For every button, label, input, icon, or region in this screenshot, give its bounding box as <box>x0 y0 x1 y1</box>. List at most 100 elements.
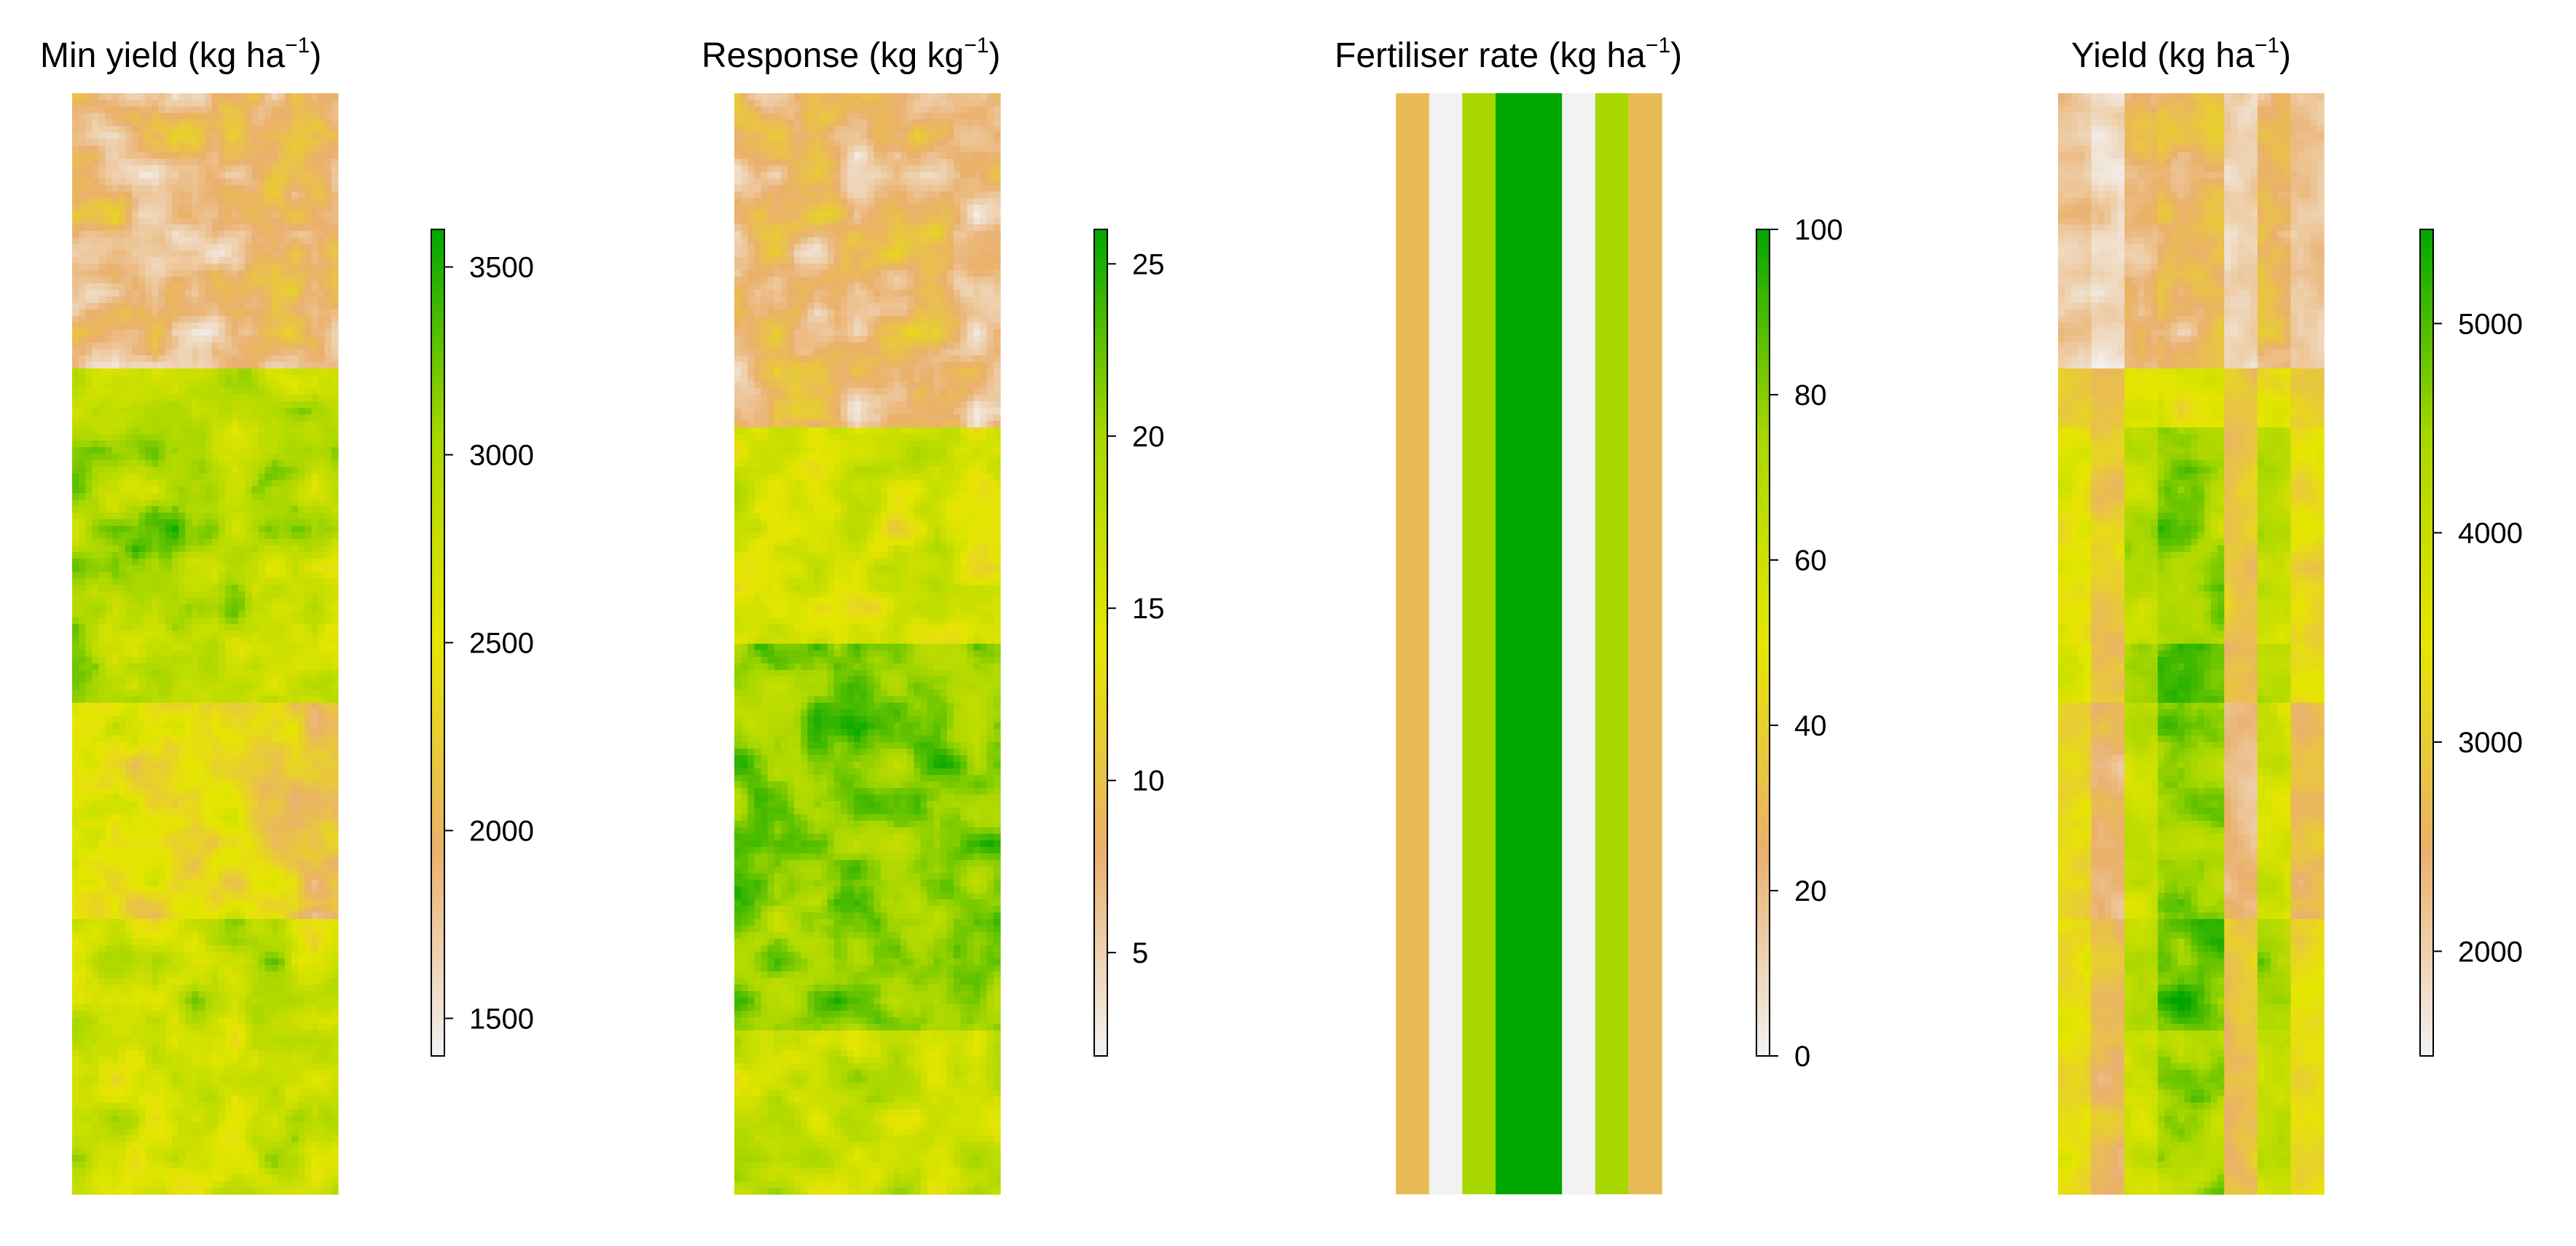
raster-cell <box>185 867 192 874</box>
raster-cell <box>85 113 93 120</box>
raster-cell <box>132 185 139 192</box>
raster-cell <box>331 185 339 192</box>
raster-cell <box>225 126 232 133</box>
raster-cell <box>325 880 332 887</box>
raster-cell <box>318 349 326 356</box>
raster-cell <box>285 906 292 913</box>
raster-cell <box>298 93 305 100</box>
raster-cell <box>298 257 305 264</box>
raster-cell <box>138 133 146 140</box>
raster-cell <box>325 480 332 487</box>
raster-cell <box>152 650 160 658</box>
raster-cell <box>225 873 232 880</box>
raster-cell <box>305 867 312 874</box>
raster-cell <box>112 447 119 454</box>
raster-cell <box>152 657 160 664</box>
raster-cell <box>132 709 139 717</box>
raster-cell <box>278 762 286 769</box>
raster-cell <box>219 821 226 828</box>
raster-cell <box>259 152 266 159</box>
raster-cell <box>291 650 299 658</box>
raster-cell <box>238 821 246 828</box>
raster-cell <box>192 224 199 232</box>
raster-cell <box>298 395 305 402</box>
raster-cell <box>145 604 152 612</box>
raster-cell <box>198 781 205 789</box>
raster-cell <box>85 827 93 835</box>
raster-cell <box>92 362 99 369</box>
raster-cell <box>325 853 332 861</box>
raster-cell <box>178 139 186 146</box>
raster-cell <box>285 788 292 795</box>
raster-cell <box>92 309 99 317</box>
raster-cell <box>232 427 239 435</box>
raster-cell <box>165 604 173 612</box>
raster-cell <box>232 565 239 572</box>
raster-cell <box>112 663 119 671</box>
raster-cell <box>138 159 146 166</box>
raster-cell <box>125 355 133 363</box>
raster-cell <box>238 788 246 795</box>
raster-cell <box>72 198 79 205</box>
raster-cell <box>192 480 199 487</box>
raster-cell <box>125 172 133 179</box>
raster-cell <box>85 342 93 350</box>
raster-cell <box>265 100 272 107</box>
raster-cell <box>159 309 166 317</box>
raster-cell <box>219 532 226 540</box>
raster-cell <box>265 742 272 749</box>
raster-cell <box>325 755 332 762</box>
raster-cell <box>72 454 79 461</box>
raster-cell <box>92 886 99 894</box>
raster-cell <box>205 165 213 173</box>
raster-cell <box>278 126 286 133</box>
raster-cell <box>165 827 173 835</box>
raster-cell <box>238 244 246 251</box>
raster-cell <box>298 893 305 900</box>
raster-cell <box>106 880 113 887</box>
raster-cell <box>85 591 93 599</box>
raster-cell <box>245 388 252 395</box>
raster-cell <box>251 690 259 697</box>
raster-cell <box>159 165 166 173</box>
raster-cell <box>325 264 332 271</box>
raster-cell <box>112 185 119 192</box>
raster-cell <box>165 716 173 723</box>
raster-cell <box>112 401 119 409</box>
raster-cell <box>138 906 146 913</box>
raster-cell <box>99 716 106 723</box>
raster-cell <box>106 703 113 710</box>
raster-cell <box>106 716 113 723</box>
raster-cell <box>198 133 205 140</box>
raster-cell <box>99 644 106 651</box>
raster-cell <box>165 755 173 762</box>
raster-cell <box>112 598 119 605</box>
raster-cell <box>192 565 199 572</box>
raster-cell <box>92 500 99 507</box>
raster-cell <box>152 388 160 395</box>
raster-cell <box>278 349 286 356</box>
raster-cell <box>272 237 279 245</box>
raster-cell <box>119 880 126 887</box>
raster-cell <box>291 814 299 821</box>
raster-cell <box>291 414 299 422</box>
raster-cell <box>85 624 93 631</box>
raster-cell <box>325 139 332 146</box>
raster-cell <box>251 644 259 651</box>
raster-cell <box>272 513 279 520</box>
raster-cell <box>119 604 126 612</box>
raster-cell <box>298 565 305 572</box>
raster-cell <box>265 591 272 599</box>
raster-cell <box>225 290 232 297</box>
raster-cell <box>265 251 272 258</box>
raster-cell <box>192 801 199 808</box>
raster-cell <box>119 552 126 559</box>
raster-cell <box>331 716 339 723</box>
raster-cell <box>325 342 332 350</box>
raster-cell <box>178 329 186 336</box>
raster-cell <box>219 663 226 671</box>
raster-cell <box>79 355 86 363</box>
raster-cell <box>99 211 106 218</box>
raster-cell <box>159 368 166 376</box>
raster-cell <box>259 526 266 533</box>
